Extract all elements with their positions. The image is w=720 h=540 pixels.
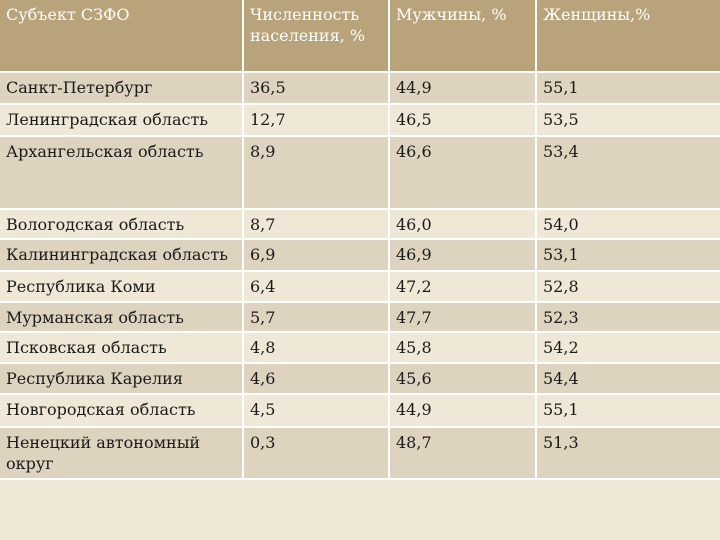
table-row-cell-subject: Калининградская область <box>0 240 244 272</box>
table-row-cell-population: 36,5 <box>244 73 390 105</box>
table-row-cell-population: 12,7 <box>244 105 390 137</box>
table-row-cell-population: 4,6 <box>244 364 390 395</box>
table-row-cell-population: 8,7 <box>244 210 390 240</box>
table-row-cell-women: 54,0 <box>537 210 720 240</box>
table-row-cell-men: 44,9 <box>390 395 537 428</box>
table-row-cell-women: 51,3 <box>537 428 720 480</box>
table-row-cell-men: 46,0 <box>390 210 537 240</box>
table-row-cell-population: 8,9 <box>244 137 390 210</box>
header-subject: Субъект СЗФО <box>0 0 244 73</box>
table-row-cell-subject: Ненецкий автономный округ <box>0 428 244 480</box>
table-row-cell-population: 5,7 <box>244 303 390 333</box>
table-row-cell-population: 4,5 <box>244 395 390 428</box>
table-row-cell-women: 54,4 <box>537 364 720 395</box>
header-women: Женщины,% <box>537 0 720 73</box>
table-row-cell-men: 44,9 <box>390 73 537 105</box>
table-row-cell-men: 48,7 <box>390 428 537 480</box>
table-row-cell-women: 53,5 <box>537 105 720 137</box>
table-row-cell-men: 46,5 <box>390 105 537 137</box>
table-row-cell-subject: Псковская область <box>0 333 244 364</box>
table-row-cell-men: 46,9 <box>390 240 537 272</box>
table-row-cell-subject: Санкт-Петербург <box>0 73 244 105</box>
table-row-cell-men: 45,6 <box>390 364 537 395</box>
header-population: Численность населения, % <box>244 0 390 73</box>
table-row-cell-men: 46,6 <box>390 137 537 210</box>
table-row-cell-men: 47,7 <box>390 303 537 333</box>
header-men: Мужчины, % <box>390 0 537 73</box>
table-row-cell-subject: Республика Коми <box>0 272 244 303</box>
table-row-cell-women: 53,1 <box>537 240 720 272</box>
table-row-cell-population: 0,3 <box>244 428 390 480</box>
table-row-cell-women: 55,1 <box>537 395 720 428</box>
table-row-cell-women: 54,2 <box>537 333 720 364</box>
table-row-cell-women: 55,1 <box>537 73 720 105</box>
table-row-cell-subject: Архангельская область <box>0 137 244 210</box>
table-row-cell-subject: Ленинградская область <box>0 105 244 137</box>
table-row-cell-subject: Мурманская область <box>0 303 244 333</box>
table-row-cell-population: 6,4 <box>244 272 390 303</box>
table-row-cell-population: 4,8 <box>244 333 390 364</box>
table-row-cell-population: 6,9 <box>244 240 390 272</box>
table-row-cell-women: 53,4 <box>537 137 720 210</box>
table-row-cell-women: 52,3 <box>537 303 720 333</box>
table-row-cell-subject: Республика Карелия <box>0 364 244 395</box>
table-row-cell-subject: Новгородская область <box>0 395 244 428</box>
table-row-cell-men: 45,8 <box>390 333 537 364</box>
table-row-cell-women: 52,8 <box>537 272 720 303</box>
table-row-cell-men: 47,2 <box>390 272 537 303</box>
table-row-cell-subject: Вологодская область <box>0 210 244 240</box>
